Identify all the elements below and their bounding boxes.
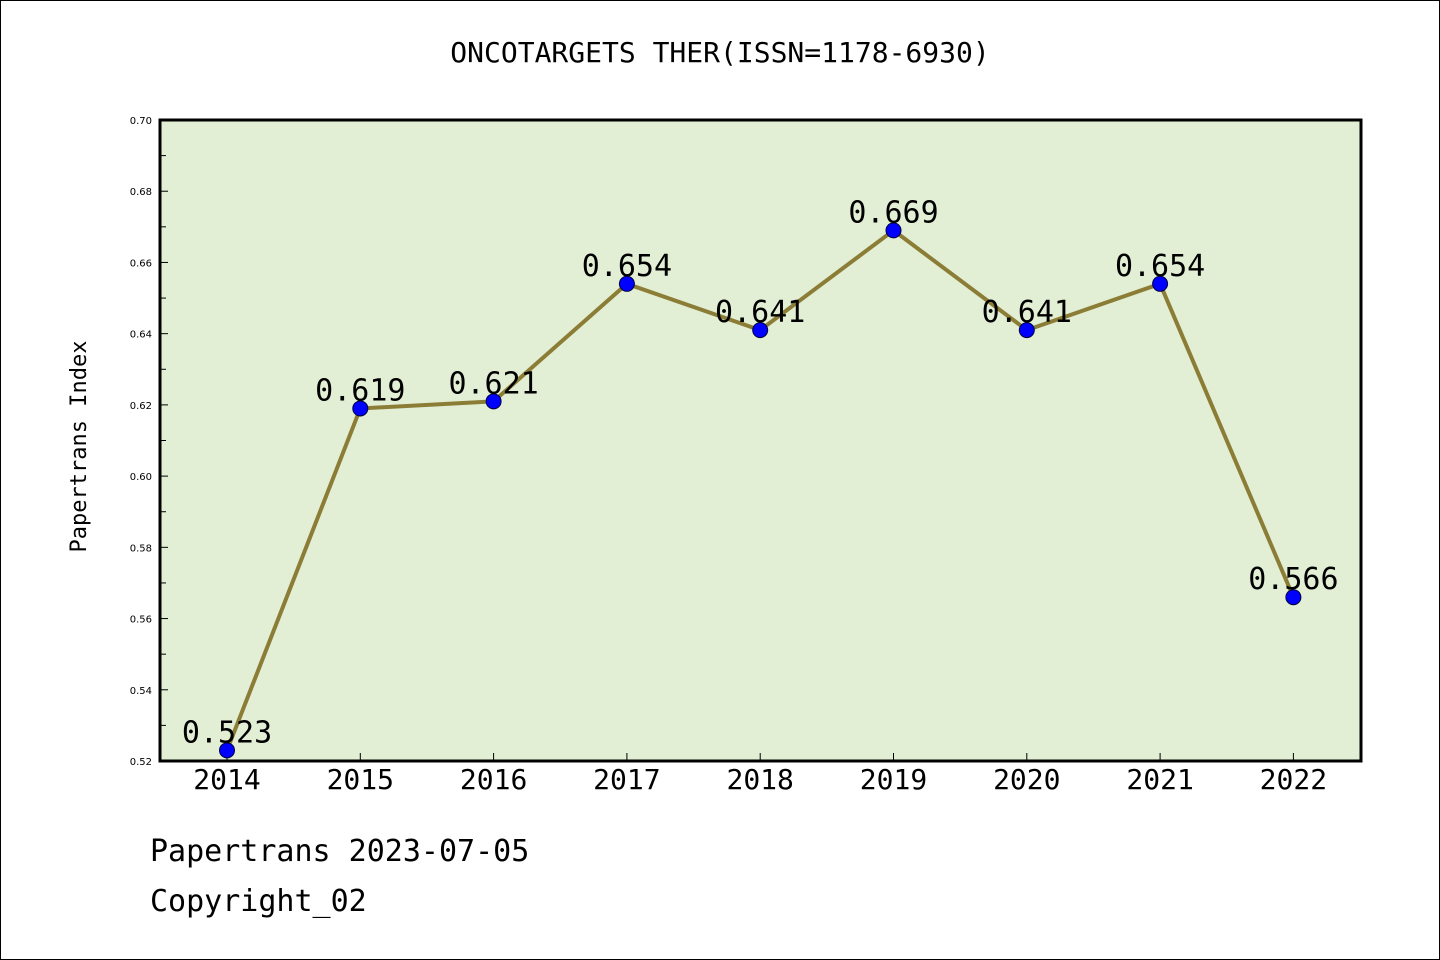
data-point	[1152, 275, 1169, 292]
data-label: 0.621	[448, 366, 538, 401]
y-tick-label: 0.62	[130, 401, 152, 412]
y-tick-label: 0.64	[130, 330, 152, 341]
x-tick-label: 2015	[327, 763, 394, 796]
footer-copyright: Copyright_02	[150, 884, 367, 919]
x-tick-label: 2019	[860, 763, 927, 796]
data-point	[1285, 589, 1302, 606]
chart-title: ONCOTARGETS THER(ISSN=1178-6930)	[450, 36, 990, 69]
y-tick-label: 0.52	[130, 757, 152, 768]
y-tick-label: 0.58	[130, 543, 152, 554]
y-tick-label: 0.56	[130, 615, 152, 626]
data-point	[485, 393, 502, 410]
data-label: 0.566	[1248, 562, 1338, 597]
y-tick-label: 0.68	[130, 187, 152, 198]
data-point	[885, 222, 902, 239]
x-tick-label: 2016	[460, 763, 527, 796]
data-label: 0.654	[1115, 249, 1205, 284]
footer-date: Papertrans 2023-07-05	[150, 834, 530, 869]
data-label: 0.523	[182, 715, 272, 750]
data-point	[352, 400, 369, 417]
y-axis-label: Papertrans Index	[67, 341, 92, 553]
data-point	[618, 275, 635, 292]
data-label: 0.619	[315, 373, 405, 408]
x-tick-label: 2021	[1126, 763, 1193, 796]
x-tick-label: 2022	[1260, 763, 1327, 796]
y-tick-label: 0.70	[130, 116, 152, 127]
data-label: 0.654	[582, 249, 672, 284]
data-point	[1018, 322, 1035, 339]
data-point	[752, 322, 769, 339]
data-label: 0.641	[982, 295, 1072, 330]
plot-frame	[158, 118, 1363, 763]
y-tick-label: 0.60	[130, 472, 152, 483]
y-tick-label: 0.66	[130, 258, 152, 269]
x-tick-label: 2020	[993, 763, 1060, 796]
data-label: 0.669	[848, 195, 938, 230]
y-tick-label: 0.54	[130, 686, 152, 697]
data-label: 0.641	[715, 295, 805, 330]
x-tick-label: 2014	[193, 763, 260, 796]
plot-area	[160, 120, 1361, 761]
x-tick-label: 2018	[726, 763, 793, 796]
x-tick-label: 2017	[593, 763, 660, 796]
data-point	[219, 742, 235, 759]
